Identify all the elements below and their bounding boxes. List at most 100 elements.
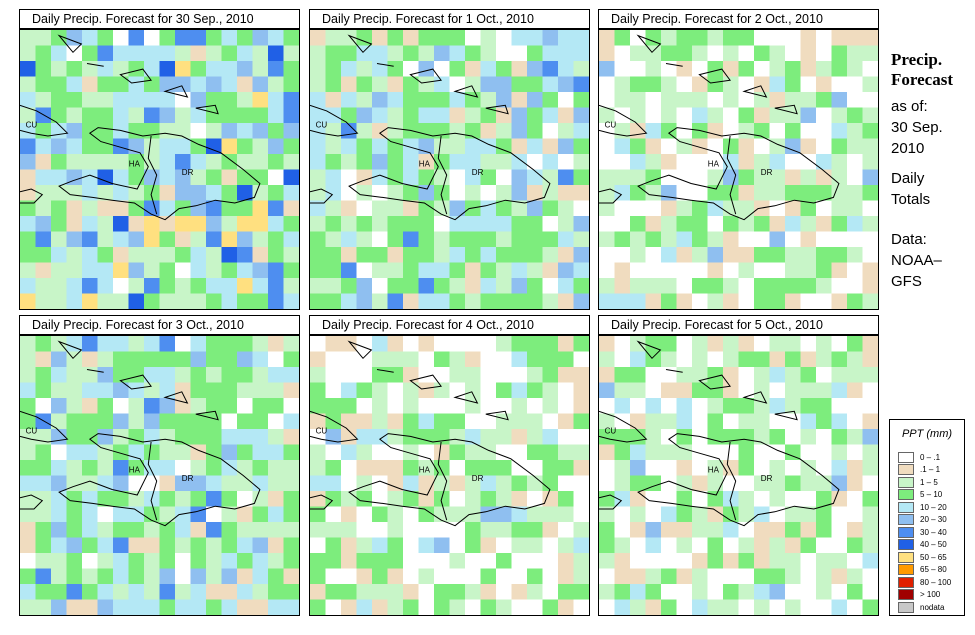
data-source-line2: NOAA– xyxy=(891,252,942,269)
precip-cell xyxy=(862,429,878,446)
precip-cell xyxy=(221,506,238,523)
precip-cell xyxy=(175,413,192,430)
precip-cell xyxy=(144,522,161,539)
precip-cell xyxy=(159,460,176,477)
precip-cell xyxy=(527,351,544,368)
precip-cell xyxy=(542,61,559,78)
precip-map[interactable]: CU HA DR xyxy=(19,335,300,616)
precip-cell xyxy=(614,382,631,399)
precip-cell xyxy=(283,169,299,186)
precip-cell xyxy=(661,30,678,47)
precip-cell xyxy=(831,367,848,384)
precip-cell xyxy=(82,200,99,217)
precip-cell xyxy=(403,92,420,109)
precip-cell xyxy=(692,231,709,248)
precip-cell xyxy=(847,506,864,523)
precip-cell xyxy=(252,522,269,539)
precip-cell xyxy=(128,429,145,446)
precip-cell xyxy=(862,107,878,124)
precip-cell xyxy=(387,262,404,279)
precip-map[interactable]: CU HA DR xyxy=(598,335,879,616)
precip-cell xyxy=(558,537,575,554)
precip-cell xyxy=(769,154,786,171)
precip-cell xyxy=(51,231,68,248)
precip-cell xyxy=(816,429,833,446)
precip-cell xyxy=(221,413,238,430)
precip-cell xyxy=(20,599,37,615)
precip-cell xyxy=(738,123,755,140)
precip-cell xyxy=(387,293,404,309)
precip-cell xyxy=(769,262,786,279)
precip-cell xyxy=(785,382,802,399)
forecast-panel-1-oct: Daily Precip. Forecast for 1 Oct., 2010 … xyxy=(309,9,590,310)
precip-cell xyxy=(35,568,52,585)
precip-cell xyxy=(113,413,130,430)
precip-cell xyxy=(692,475,709,492)
precip-map[interactable]: CU HA DR xyxy=(309,29,590,310)
precip-cell xyxy=(310,398,327,415)
precip-cell xyxy=(465,262,482,279)
precip-cell xyxy=(676,506,693,523)
cuba-coastline xyxy=(599,104,648,137)
precip-cell xyxy=(816,599,833,615)
precip-cell xyxy=(418,76,435,93)
precip-cell xyxy=(465,460,482,477)
precip-cell xyxy=(754,262,771,279)
precip-cell xyxy=(723,351,740,368)
precip-cell xyxy=(599,61,616,78)
precip-cell xyxy=(206,506,223,523)
precip-cell xyxy=(862,475,878,492)
precip-cell xyxy=(738,92,755,109)
precip-cell xyxy=(403,278,420,295)
precip-cell xyxy=(645,506,662,523)
precip-cell xyxy=(221,429,238,446)
forecast-panel-4-oct: Daily Precip. Forecast for 4 Oct., 2010 … xyxy=(309,315,590,616)
precip-cell xyxy=(144,293,161,309)
precip-cell xyxy=(738,351,755,368)
precip-cell xyxy=(496,553,513,570)
country-label-dominican_republic: DR xyxy=(761,168,773,177)
precip-cell xyxy=(769,247,786,264)
precip-cell xyxy=(645,491,662,508)
precip-cell xyxy=(190,413,207,430)
precip-cell xyxy=(769,200,786,217)
precip-cell xyxy=(268,107,285,124)
precip-cell xyxy=(403,45,420,62)
precip-cell xyxy=(283,460,299,477)
precip-cell xyxy=(252,185,269,202)
country-label-dominican_republic: DR xyxy=(472,168,484,177)
precip-map[interactable]: CU HA DR xyxy=(598,29,879,310)
precip-cell xyxy=(310,123,327,140)
precip-cell xyxy=(527,92,544,109)
precip-cell xyxy=(237,351,254,368)
precip-map[interactable]: CU HA DR xyxy=(309,335,590,616)
precip-cell xyxy=(754,444,771,461)
precip-cell xyxy=(465,45,482,62)
precip-map[interactable]: CU HA DR xyxy=(19,29,300,310)
precip-cell xyxy=(558,92,575,109)
precip-cell xyxy=(449,138,466,155)
bahamas-coastline xyxy=(195,410,219,421)
precip-cell xyxy=(190,351,207,368)
precip-cell xyxy=(573,506,589,523)
precip-cell xyxy=(20,216,37,233)
cuba-coastline xyxy=(599,410,648,443)
precip-cell xyxy=(341,200,358,217)
precip-cell xyxy=(434,216,451,233)
precip-cell xyxy=(221,398,238,415)
precip-cell xyxy=(816,61,833,78)
precip-cell xyxy=(35,413,52,430)
precip-cell xyxy=(268,262,285,279)
precip-cell xyxy=(676,138,693,155)
precip-cell xyxy=(511,475,528,492)
precip-cell xyxy=(480,45,497,62)
precip-cell xyxy=(418,200,435,217)
precip-cell xyxy=(630,413,647,430)
precip-cell xyxy=(190,200,207,217)
precip-cell xyxy=(387,522,404,539)
precip-cell xyxy=(847,429,864,446)
precip-cell xyxy=(97,382,114,399)
legend-swatch xyxy=(898,551,914,563)
precip-cell xyxy=(465,522,482,539)
precip-cell xyxy=(206,76,223,93)
